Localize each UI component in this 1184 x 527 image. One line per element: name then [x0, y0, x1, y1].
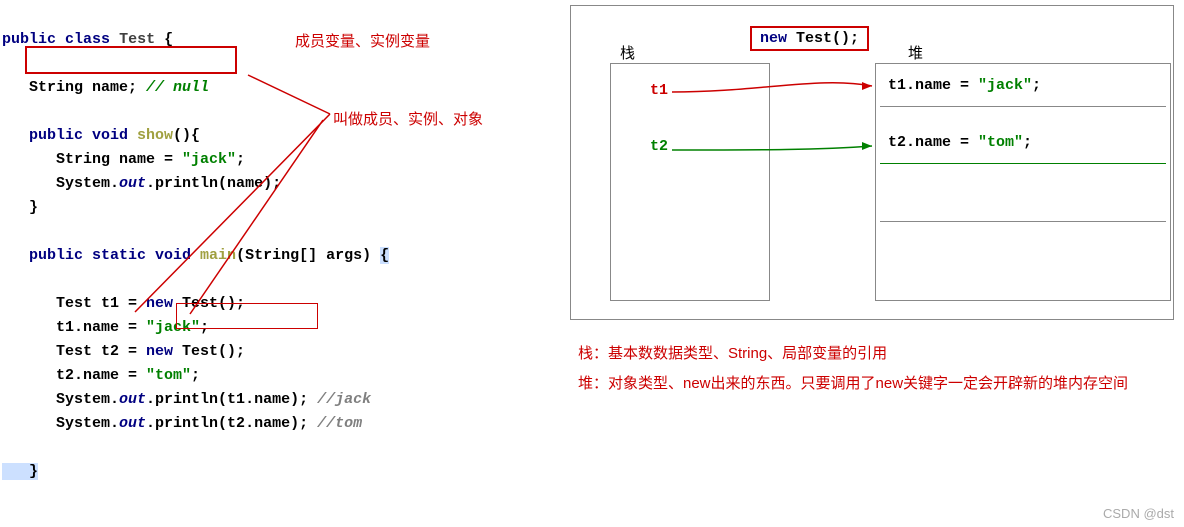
semi: ;: [191, 367, 200, 384]
out: out: [119, 415, 146, 432]
stmt: System.: [2, 391, 119, 408]
heap-row-t1: t1.name = "jack";: [880, 65, 1166, 107]
stmt: .println(name);: [146, 175, 281, 192]
newtest-label: new Test();: [750, 26, 869, 51]
text: Test();: [787, 30, 859, 47]
semi: ;: [1032, 77, 1041, 94]
kw: public: [2, 247, 92, 264]
kw: static: [92, 247, 155, 264]
method-show: show: [137, 127, 173, 144]
brace-hl: {: [380, 247, 389, 264]
heap-row-t2: t2.name = "tom";: [880, 122, 1166, 164]
brace: (){: [173, 127, 200, 144]
watermark: CSDN @dst: [1103, 506, 1174, 521]
string: "jack": [146, 319, 200, 336]
code-block: public class Test { String name; // null…: [0, 0, 560, 484]
method-main: main: [200, 247, 236, 264]
stack-t1: t1: [650, 82, 668, 99]
stmt: Test t2 =: [2, 343, 146, 360]
heap-row-empty: [880, 178, 1166, 222]
kw: public: [2, 127, 92, 144]
stmt: System.: [2, 175, 119, 192]
string: "tom": [146, 367, 191, 384]
brace: }: [2, 199, 38, 216]
text: t2.name =: [888, 134, 978, 151]
stmt: t1.name =: [2, 319, 146, 336]
stack-t2: t2: [650, 138, 668, 155]
stmt: .println(t1.name);: [146, 391, 317, 408]
args: (String[] args): [236, 247, 380, 264]
text: t1.name =: [888, 77, 978, 94]
kw: void: [155, 247, 200, 264]
stack-box: [610, 63, 770, 301]
field-decl: String name;: [2, 79, 146, 96]
comment: //tom: [317, 415, 362, 432]
comment: //jack: [317, 391, 371, 408]
semi: ;: [236, 151, 245, 168]
heap-label: 堆: [908, 42, 923, 63]
stmt: .println(t2.name);: [146, 415, 317, 432]
semi: ;: [1023, 134, 1032, 151]
kw-class: class: [65, 31, 110, 48]
stmt: t2.name =: [2, 367, 146, 384]
out: out: [119, 391, 146, 408]
stmt: Test t1 =: [2, 295, 146, 312]
out: out: [119, 175, 146, 192]
kw: void: [92, 127, 137, 144]
brace: {: [164, 31, 173, 48]
stmt: Test();: [173, 295, 245, 312]
stack-label: 栈: [620, 42, 635, 63]
semi: ;: [200, 319, 209, 336]
note-member-var: 成员变量、实例变量: [295, 30, 430, 51]
kw-new: new: [760, 30, 787, 47]
kw-new: new: [146, 295, 173, 312]
classname: Test: [119, 31, 155, 48]
note-stack-desc: 栈：基本数数据类型、String、局部变量的引用: [578, 340, 887, 369]
stmt: String name =: [2, 151, 182, 168]
kw-new: new: [146, 343, 173, 360]
null-comment: // null: [146, 79, 209, 96]
note-member-obj: 叫做成员、实例、对象: [333, 108, 483, 129]
string: "jack": [978, 77, 1032, 94]
stmt: System.: [2, 415, 119, 432]
kw-public: public: [2, 31, 56, 48]
note-heap-desc: 堆：对象类型、new出来的东西。只要调用了new关键字一定会开辟新的堆内存空间: [578, 370, 1178, 399]
string: "tom": [978, 134, 1023, 151]
brace-close: }: [2, 463, 38, 480]
string: "jack": [182, 151, 236, 168]
stmt: Test();: [173, 343, 245, 360]
